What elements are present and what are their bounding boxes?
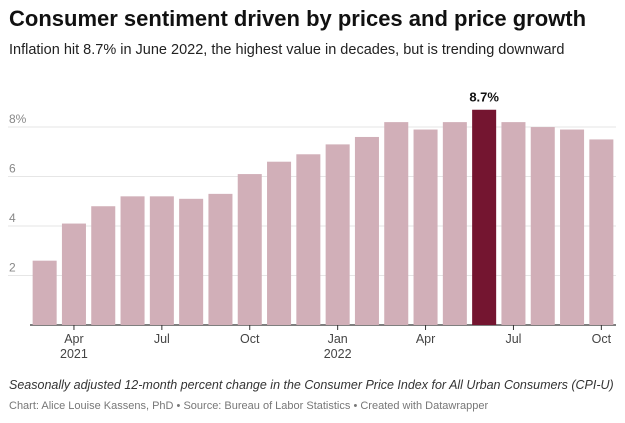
bar [179,198,204,325]
y-tick-label: 2 [9,261,16,275]
bar [91,206,116,325]
x-tick-label: Oct [592,332,612,346]
highlight-value-label: 8.7% [469,90,499,105]
x-tick-label: Jul [505,332,521,346]
y-tick-label: 6 [9,162,16,176]
bar [325,144,350,325]
bar-highlight [472,109,497,325]
bar [530,127,555,325]
y-tick-label: 4 [9,211,16,225]
credit-author: Chart: Alice Louise Kassens, PhD [9,400,174,412]
bar [61,223,86,325]
credit-separator: • [173,400,184,412]
bar [384,122,409,325]
credit-separator: • [350,400,361,412]
bar [442,122,467,325]
x-tick-label: Apr [64,332,83,346]
credit-source: Source: Bureau of Labor Statistics [183,400,351,412]
bar [560,129,585,325]
bar [413,129,438,325]
bar [354,136,379,325]
x-tick-label: Jan [328,332,348,346]
x-tick-year-label: 2021 [60,347,88,361]
bars [32,109,614,325]
credit-tool: Created with Datawrapper [360,400,489,412]
x-tick-label: Apr [416,332,435,346]
chart-title: Consumer sentiment driven by prices and … [9,6,587,31]
x-tick-year-label: 2022 [324,347,352,361]
x-tick-label: Jul [154,332,170,346]
bar [267,161,292,325]
bar [296,154,321,325]
bar [501,122,526,325]
bar [120,196,145,325]
bar [237,174,262,325]
x-tick-label: Oct [240,332,260,346]
y-tick-label: 8% [9,112,27,126]
chart-subtitle: Inflation hit 8.7% in June 2022, the hig… [9,42,565,58]
chart-note: Seasonally adjusted 12-month percent cha… [9,378,614,392]
bar [32,260,57,325]
bar [208,193,233,325]
bar [149,196,174,325]
chart-credit: Chart: Alice Louise Kassens, PhD • Sourc… [9,400,488,412]
bar [589,139,614,325]
